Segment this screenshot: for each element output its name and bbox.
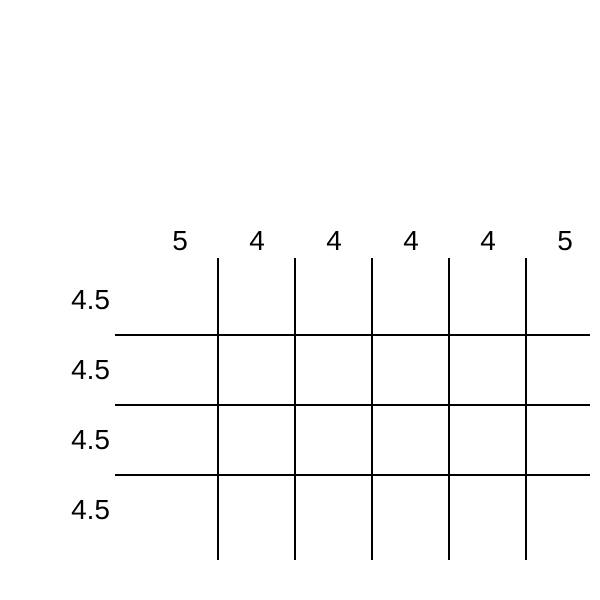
col-label: 4 bbox=[480, 225, 496, 257]
col-label: 4 bbox=[249, 225, 265, 257]
col-label: 4 bbox=[326, 225, 342, 257]
grid-diagram: 5 4 4 4 4 5 4.5 4.5 4.5 4.5 bbox=[0, 0, 600, 600]
grid-vline bbox=[371, 258, 373, 560]
grid-vline bbox=[525, 258, 527, 560]
grid-vline bbox=[217, 258, 219, 560]
col-label: 4 bbox=[403, 225, 419, 257]
grid-vline bbox=[294, 258, 296, 560]
row-label: 4.5 bbox=[71, 424, 110, 456]
grid-hline bbox=[115, 334, 590, 336]
grid-hline bbox=[115, 474, 590, 476]
col-label: 5 bbox=[172, 225, 188, 257]
row-label: 4.5 bbox=[71, 354, 110, 386]
grid-hline bbox=[115, 404, 590, 406]
col-label: 5 bbox=[557, 225, 573, 257]
row-label: 4.5 bbox=[71, 494, 110, 526]
grid-vline bbox=[448, 258, 450, 560]
row-label: 4.5 bbox=[71, 284, 110, 316]
